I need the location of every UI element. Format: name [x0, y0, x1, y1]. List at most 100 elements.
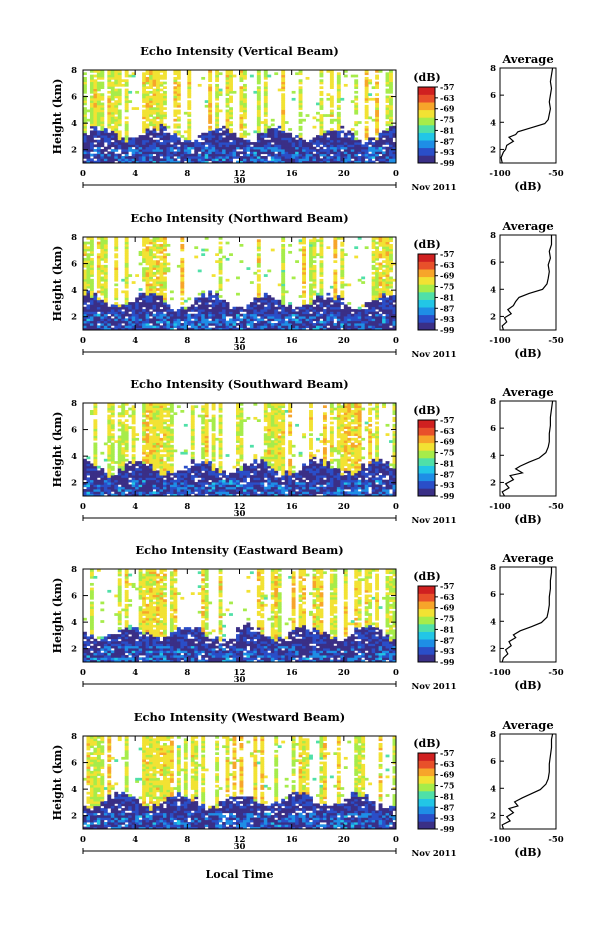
- heatmap-cell: [107, 158, 112, 162]
- heatmap-cell: [176, 102, 181, 106]
- heatmap-cell: [267, 125, 272, 129]
- x-tick-label: 4: [132, 169, 138, 179]
- heatmap-cell: [103, 160, 108, 164]
- heatmap-cell: [190, 444, 195, 448]
- heatmap-cell: [83, 111, 87, 115]
- heatmap-cell: [187, 95, 192, 99]
- colorbar-swatch: [418, 132, 435, 141]
- heatmap-cell: [375, 313, 380, 317]
- heatmap-cell: [180, 283, 185, 287]
- heatmap-cell: [149, 451, 153, 455]
- heatmap-cell: [329, 76, 334, 80]
- heatmap-cell: [218, 447, 223, 450]
- heatmap-cell: [180, 475, 185, 478]
- heatmap-cell: [368, 316, 373, 319]
- heatmap-cell: [256, 93, 261, 96]
- heatmap-cell: [239, 325, 244, 329]
- heatmap-cell: [121, 421, 126, 425]
- heatmap-cell: [114, 130, 119, 134]
- heatmap-cell: [183, 144, 188, 148]
- heatmap-cell: [169, 458, 174, 462]
- heatmap-cell: [222, 158, 226, 162]
- heatmap-cell: [295, 323, 300, 326]
- heatmap-cell: [385, 83, 390, 87]
- heatmap-cell: [225, 323, 230, 326]
- heatmap-cell: [281, 278, 286, 282]
- heatmap-cell: [291, 309, 296, 312]
- heatmap-cell: [166, 423, 171, 427]
- heatmap-cell: [117, 414, 122, 418]
- heatmap-cell: [145, 407, 150, 411]
- heatmap-cell: [187, 132, 192, 136]
- heatmap-cell: [319, 295, 324, 298]
- heatmap-cell: [204, 135, 209, 138]
- heatmap-cell: [263, 95, 268, 99]
- heatmap-cell: [218, 250, 223, 254]
- heatmap-cell: [246, 320, 251, 324]
- colorbar-tick-label: -57: [440, 249, 454, 259]
- heatmap-cell: [319, 285, 324, 289]
- heatmap-cell: [288, 146, 293, 150]
- colorbar-tick-label: -81: [440, 292, 454, 302]
- heatmap-cell: [281, 255, 286, 259]
- heatmap-cell: [256, 297, 261, 301]
- heatmap-cell: [162, 283, 167, 287]
- heatmap-cell: [298, 104, 303, 108]
- heatmap-cell: [253, 158, 258, 162]
- heatmap-cell: [329, 81, 334, 85]
- heatmap-cell: [152, 271, 157, 275]
- heatmap-cell: [319, 86, 324, 89]
- heatmap-cell: [93, 491, 98, 495]
- heatmap-cell: [138, 486, 143, 490]
- heatmap-cell: [232, 144, 237, 148]
- heatmap-cell: [302, 309, 306, 312]
- heatmap-cell: [389, 260, 393, 263]
- heatmap-cell: [309, 158, 313, 162]
- heatmap-cell: [326, 151, 331, 155]
- heatmap-cell: [364, 70, 369, 73]
- heatmap-cell: [329, 130, 334, 134]
- heatmap-cell: [218, 146, 223, 150]
- heatmap-cell: [322, 114, 327, 117]
- heatmap-cell: [89, 327, 94, 331]
- heatmap-cell: [110, 320, 115, 324]
- heatmap-cell: [211, 403, 216, 406]
- heatmap-cell: [354, 320, 359, 324]
- heatmap-cell: [208, 107, 213, 110]
- heatmap-cell: [166, 479, 171, 483]
- heatmap-cell: [162, 257, 167, 261]
- heatmap-cell: [322, 142, 327, 145]
- x-tick-label: 16: [286, 336, 298, 346]
- heatmap-cell: [267, 149, 272, 152]
- heatmap-cell: [375, 156, 380, 159]
- heatmap-cell: [89, 475, 94, 478]
- heatmap-cell: [107, 132, 112, 136]
- heatmap-cell: [83, 97, 87, 101]
- heatmap-cell: [100, 292, 105, 296]
- heatmap-cell: [86, 285, 91, 289]
- panel-title: Echo Intensity (Vertical Beam): [140, 44, 339, 58]
- heatmap-cell: [333, 160, 338, 164]
- heatmap-cell: [142, 109, 146, 113]
- heatmap-cell: [83, 107, 87, 110]
- date-month: Nov 2011: [412, 350, 457, 360]
- heatmap-cell: [93, 419, 98, 422]
- heatmap-cell: [162, 482, 167, 485]
- heatmap-cell: [375, 306, 380, 310]
- heatmap-cell: [103, 297, 108, 301]
- heatmap-cell: [329, 111, 334, 115]
- heatmap-cell: [145, 323, 150, 326]
- heatmap-cell: [256, 72, 261, 76]
- heatmap-cell: [124, 264, 129, 268]
- heatmap-cell: [107, 135, 112, 138]
- heatmap-cell: [263, 118, 268, 122]
- heatmap-cell: [215, 74, 220, 78]
- heatmap-cell: [215, 118, 220, 122]
- heatmap-cell: [326, 302, 331, 305]
- heatmap-cell: [385, 299, 390, 303]
- heatmap-cell: [145, 477, 150, 481]
- heatmap-cell: [322, 137, 327, 141]
- heatmap-cell: [239, 128, 244, 131]
- heatmap-cell: [162, 489, 167, 492]
- heatmap-cell: [201, 137, 206, 141]
